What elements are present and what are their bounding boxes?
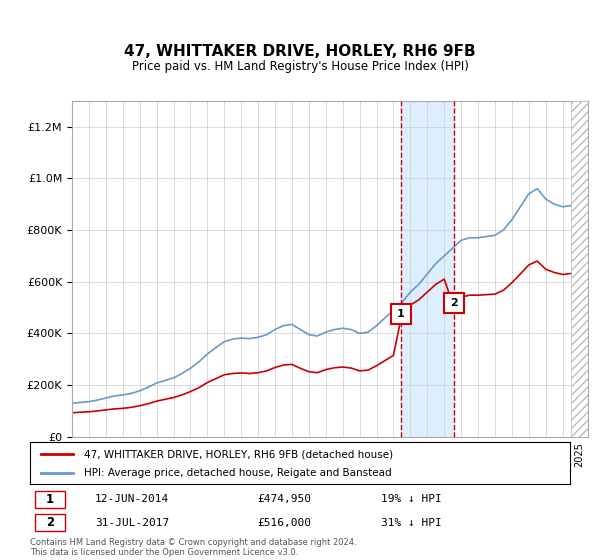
Text: £474,950: £474,950 [257, 494, 311, 504]
Text: 1: 1 [397, 309, 405, 319]
Bar [401, 101, 454, 437]
Text: 47, WHITTAKER DRIVE, HORLEY, RH6 9FB (detached house): 47, WHITTAKER DRIVE, HORLEY, RH6 9FB (de… [84, 449, 393, 459]
FancyBboxPatch shape [35, 514, 65, 531]
Text: Contains HM Land Registry data © Crown copyright and database right 2024.
This d: Contains HM Land Registry data © Crown c… [30, 538, 356, 557]
Text: 47, WHITTAKER DRIVE, HORLEY, RH6 9FB: 47, WHITTAKER DRIVE, HORLEY, RH6 9FB [124, 44, 476, 59]
Text: 31% ↓ HPI: 31% ↓ HPI [381, 518, 442, 528]
Text: 1: 1 [46, 493, 54, 506]
Text: Price paid vs. HM Land Registry's House Price Index (HPI): Price paid vs. HM Land Registry's House … [131, 60, 469, 73]
FancyBboxPatch shape [35, 491, 65, 508]
Text: HPI: Average price, detached house, Reigate and Banstead: HPI: Average price, detached house, Reig… [84, 468, 392, 478]
Text: 2: 2 [450, 298, 458, 309]
Text: 2: 2 [46, 516, 54, 529]
Text: £516,000: £516,000 [257, 518, 311, 528]
Text: 12-JUN-2014: 12-JUN-2014 [95, 494, 169, 504]
Text: 19% ↓ HPI: 19% ↓ HPI [381, 494, 442, 504]
Text: 31-JUL-2017: 31-JUL-2017 [95, 518, 169, 528]
